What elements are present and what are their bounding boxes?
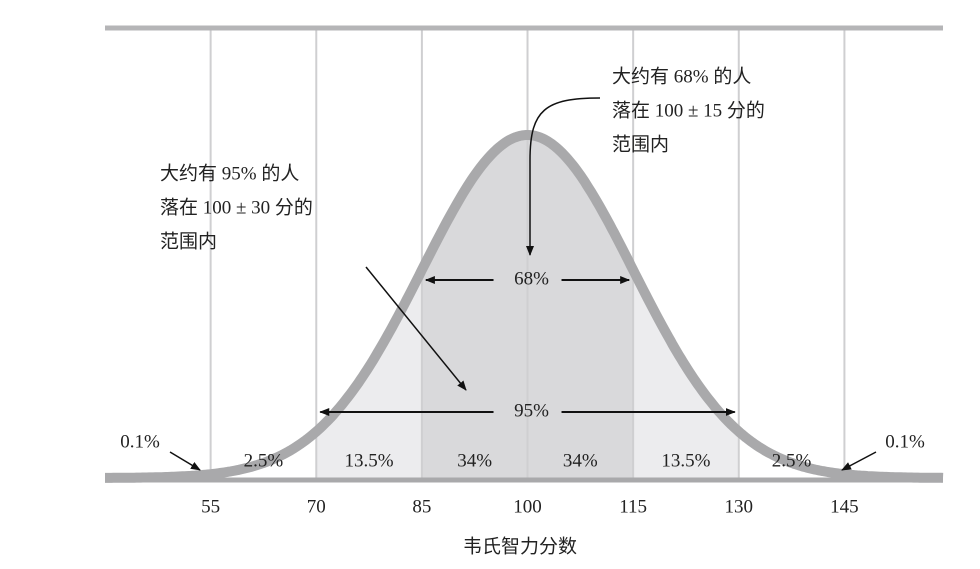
annotation: 范围内 [160, 230, 217, 252]
region [210, 135, 317, 478]
region-label: 2.5% [772, 450, 812, 471]
x-tick-label: 70 [307, 496, 326, 517]
region [105, 135, 211, 478]
annotation: 落在 100 ± 15 分的 [612, 99, 765, 121]
x-tick-label: 145 [830, 496, 859, 517]
region [421, 135, 528, 478]
annotation: 大约有 95% 的人 [160, 162, 299, 184]
region-label: 0.1% [120, 431, 160, 452]
x-tick-label: 100 [513, 496, 542, 517]
x-tick-label: 55 [201, 496, 220, 517]
region-label: 34% [457, 450, 492, 471]
region-label: 13.5% [661, 450, 710, 471]
x-tick-label: 85 [412, 496, 431, 517]
annotation-arrow [526, 97, 601, 256]
region-label: 13.5% [345, 450, 394, 471]
region-label: 0.1% [885, 431, 925, 452]
interval-label: 95% [514, 400, 549, 421]
annotation-arrow [365, 266, 467, 391]
pointer [169, 451, 201, 471]
pointer [841, 451, 877, 471]
curve [102, 130, 946, 483]
annotation: 大约有 68% 的人 [612, 65, 751, 87]
region [844, 135, 943, 478]
region-label: 2.5% [244, 450, 284, 471]
x-tick-label: 130 [725, 496, 754, 517]
x-axis-label: 韦氏智力分数 [463, 535, 577, 557]
region-label: 34% [563, 450, 598, 471]
interval-label: 68% [514, 268, 549, 289]
annotation: 落在 100 ± 30 分的 [160, 196, 313, 218]
annotation: 范围内 [612, 133, 669, 155]
region [738, 135, 845, 478]
x-tick-label: 115 [619, 496, 647, 517]
